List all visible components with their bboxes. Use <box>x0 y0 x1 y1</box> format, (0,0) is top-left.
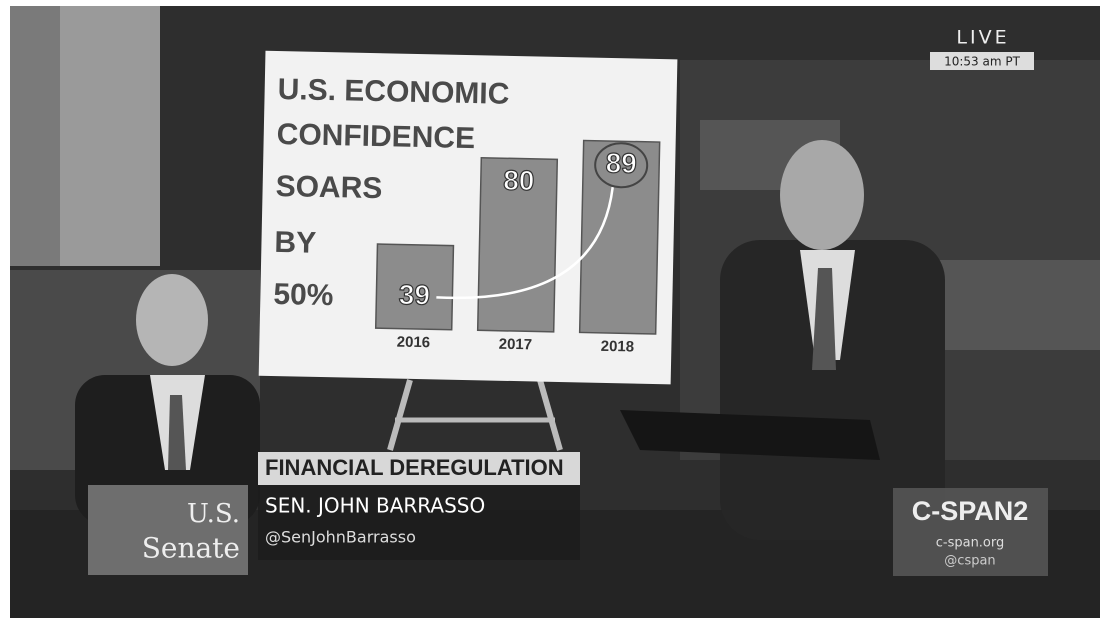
topic: FINANCIAL DEREGULATION <box>265 455 564 480</box>
x-tick-label: 2017 <box>499 336 533 354</box>
bar-value-label: 39 <box>399 279 431 311</box>
bar-value-label: 80 <box>503 165 535 197</box>
poster: 39 2016 80 2017 89 2018 U.S. ECONOMIC CONFIDE… <box>259 51 678 385</box>
broadcast-frame: 39 2016 80 2017 89 2018 U.S. ECONOMIC CONFIDE… <box>0 0 1107 628</box>
column-face <box>60 6 160 266</box>
person-speaker-head <box>780 140 864 250</box>
senate-logo-text: Senate <box>142 532 240 565</box>
x-tick-label: 2018 <box>601 338 635 356</box>
network-handle: @cspan <box>944 554 995 569</box>
speaker-name: SEN. JOHN BARRASSO <box>265 494 485 518</box>
poster-title-line: BY <box>274 226 316 260</box>
person-seated-head <box>136 274 208 366</box>
senate-logo-text: U.S. <box>187 499 240 529</box>
time: 10:53 am PT <box>944 55 1020 69</box>
x-tick-label: 2016 <box>397 334 431 352</box>
live-indicator: LIVE <box>956 27 1009 49</box>
network-name: C-SPAN2 <box>912 496 1029 526</box>
poster-title-line: U.S. ECONOMIC <box>277 73 509 111</box>
network-website: c-span.org <box>936 536 1005 551</box>
poster-title-line: SOARS <box>275 170 382 205</box>
desk <box>930 260 1100 350</box>
speaker-handle: @SenJohnBarrasso <box>265 528 416 547</box>
poster-title-line: CONFIDENCE <box>276 118 475 155</box>
poster-title-line: 50% <box>273 278 334 312</box>
bar-value-label: 89 <box>605 147 637 179</box>
